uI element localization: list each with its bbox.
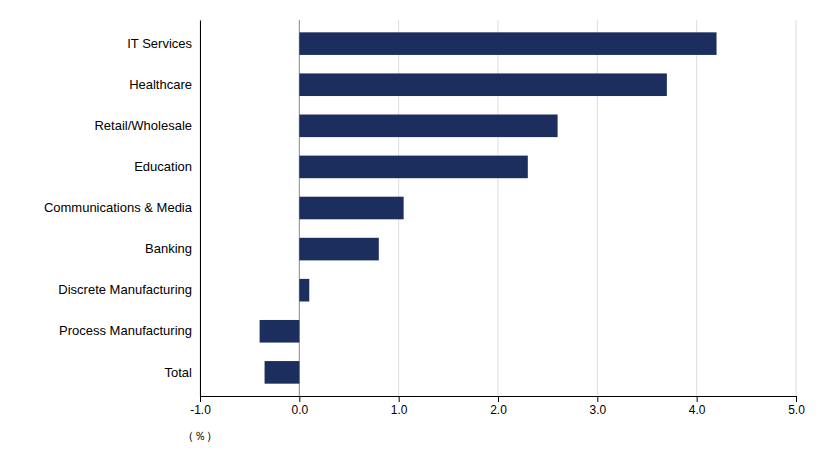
plot-area: -1.0 0.0 1.0 2.0 3.0 4.0 5.0 IT Services Healthc… (44, 20, 805, 443)
y-axis: IT Services Healthcare Retail/Wholesale Edu… (44, 21, 201, 397)
y-tick-label: Retail/Wholesale (94, 118, 192, 133)
x-tick: 0.0 (291, 396, 308, 417)
grid-line (696, 20, 697, 396)
y-tick-label: Banking (145, 241, 192, 256)
x-tick-mark (697, 396, 698, 402)
bar (299, 197, 403, 220)
x-tick: 1.0 (391, 396, 408, 417)
y-tick-label: Communications & Media (44, 200, 193, 215)
bar (299, 238, 378, 261)
y-tick: Banking (145, 241, 200, 256)
chart-svg: -1.0 0.0 1.0 2.0 3.0 4.0 5.0 IT Services Healthc… (0, 0, 826, 458)
y-tick: Communications & Media (44, 200, 200, 215)
x-tick: 5.0 (788, 396, 805, 417)
x-tick: -1.0 (190, 396, 211, 417)
y-tick-label: Total (165, 365, 193, 380)
x-tick-label: 5.0 (788, 403, 805, 417)
y-tick: IT Services (127, 36, 200, 51)
bar (299, 156, 527, 179)
y-tick-label: Healthcare (129, 77, 192, 92)
x-tick-label: 2.0 (490, 403, 507, 417)
bar (299, 115, 557, 138)
y-tick-label: IT Services (127, 36, 192, 51)
bar (260, 320, 300, 343)
y-tick: Healthcare (129, 77, 200, 92)
x-tick-label: 1.0 (391, 403, 408, 417)
bar (265, 361, 300, 384)
bar (299, 73, 667, 96)
y-tick-label: Process Manufacturing (59, 323, 192, 338)
y-tick: Total (165, 365, 200, 380)
x-tick-mark (597, 396, 598, 402)
x-tick-mark (299, 396, 300, 402)
x-tick-label: 0.0 (291, 403, 308, 417)
bar (299, 279, 309, 302)
y-tick: Retail/Wholesale (94, 118, 200, 133)
x-tick-mark (796, 396, 797, 402)
y-tick: Discrete Manufacturing (58, 282, 200, 297)
grid-line (200, 20, 201, 396)
y-tick-label: Education (134, 159, 192, 174)
x-tick-mark (399, 396, 400, 402)
x-tick-label: 4.0 (689, 403, 706, 417)
x-axis: -1.0 0.0 1.0 2.0 3.0 4.0 5.0 (190, 396, 805, 417)
x-tick-mark (200, 396, 201, 402)
x-tick-label: -1.0 (190, 403, 211, 417)
x-tick-label: 3.0 (589, 403, 606, 417)
x-tick: 4.0 (689, 396, 706, 417)
y-tick: Education (134, 159, 200, 174)
x-tick: 3.0 (589, 396, 606, 417)
x-axis-label: （％） (182, 429, 218, 443)
bar (299, 32, 716, 55)
bars (260, 32, 717, 383)
y-tick-label: Discrete Manufacturing (58, 282, 192, 297)
y-tick: Process Manufacturing (59, 323, 200, 338)
x-tick: 2.0 (490, 396, 507, 417)
y-axis-line (200, 21, 201, 397)
x-tick-mark (498, 396, 499, 402)
grid-line (796, 20, 797, 396)
chart-container: -1.0 0.0 1.0 2.0 3.0 4.0 5.0 IT Services Healthc… (0, 0, 826, 458)
grid (200, 20, 796, 396)
